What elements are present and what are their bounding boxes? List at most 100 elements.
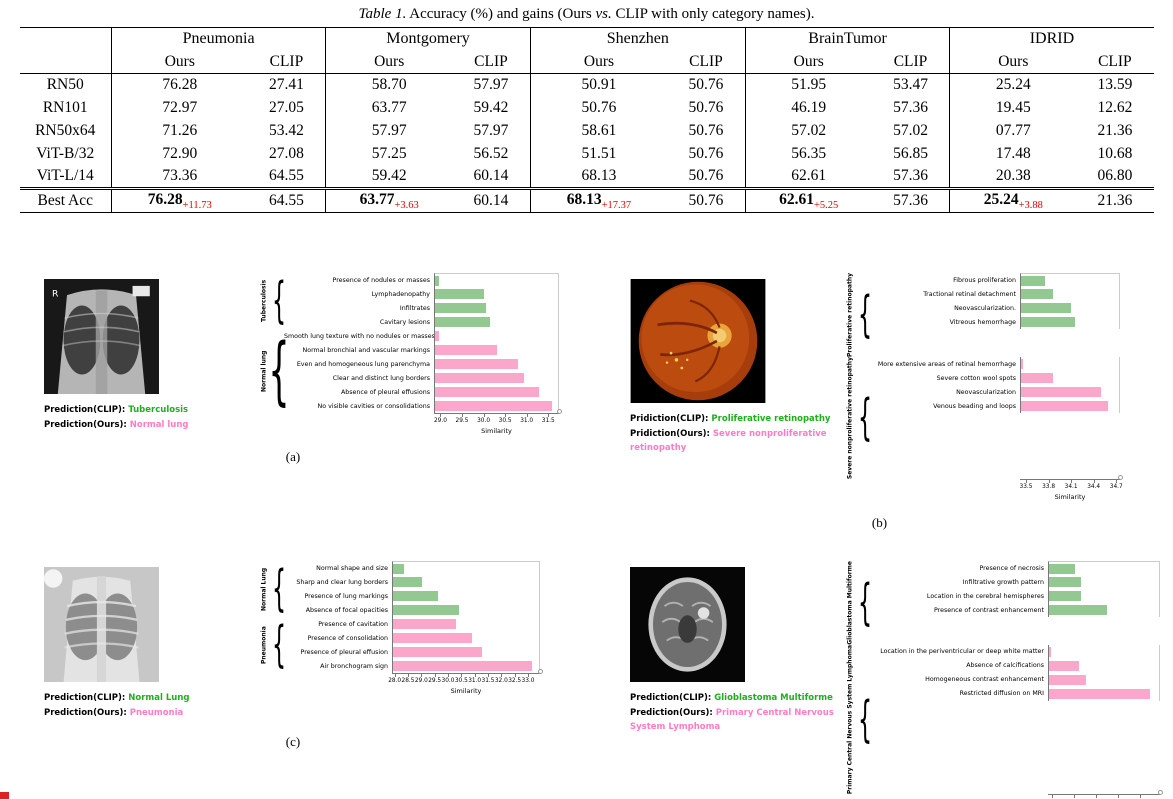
similarity-bar: [1049, 660, 1080, 671]
similarity-bar: [393, 647, 483, 658]
similarity-bar: [1049, 577, 1082, 588]
bar-row: Even and homogeneous lung parenchyma: [284, 357, 559, 372]
tick-label: 30.5: [498, 417, 512, 424]
bar-zone: [392, 659, 540, 674]
bar-zone: [434, 357, 559, 372]
accuracy-cell: 51.95: [744, 73, 872, 97]
table-caption-vs: vs.: [595, 6, 612, 22]
tick-label: 31.0: [468, 677, 482, 684]
similarity-bar: [393, 619, 457, 630]
accuracy-cell: 50.76: [688, 99, 724, 116]
accuracy-cell: 50.76: [529, 96, 668, 120]
best-acc-value: 25.24: [983, 191, 1019, 208]
x-axis-label: Similarity: [450, 687, 482, 696]
bar-zone: [1020, 399, 1120, 414]
accuracy-cell: 27.41: [268, 76, 304, 94]
bar-row: More extensive areas of retinal hemorrha…: [870, 357, 1120, 372]
bar-zone: [1020, 287, 1120, 302]
similarity-bar: [1049, 563, 1075, 574]
accuracy-cell: 59.42: [473, 99, 509, 116]
similarity-bar: [1049, 646, 1052, 657]
accuracy-cell: 57.02: [744, 119, 872, 143]
bar-zone: [434, 329, 559, 344]
bar-zone: [434, 343, 559, 358]
similarity-bar: [1021, 275, 1046, 286]
bar-row: Smooth lung texture with no nodules or m…: [284, 329, 559, 344]
tick-mark: [1140, 795, 1142, 799]
bar-row: Location in the periventricular or deep …: [870, 644, 1160, 659]
best-acc-cell: 62.61+5.25: [744, 186, 872, 214]
similarity-bar: [1021, 387, 1101, 398]
best-acc-cell: 57.36: [871, 186, 950, 214]
group-brace: {: [271, 559, 287, 618]
figure-left-b: Pridiction(CLIP): Proliferative retinopa…: [630, 279, 836, 455]
prediction-line: Pridiction(CLIP): Proliferative retinopa…: [630, 412, 836, 426]
predictions: Prediction(CLIP): Tuberculosis Prediction…: [44, 403, 250, 432]
similarity-bar: [393, 591, 438, 602]
model-name: RN50: [46, 76, 84, 94]
bar-label: Absence of focal opacities: [305, 606, 388, 614]
bar-row: Venous beading and loops: [870, 399, 1120, 414]
bar-label: Venous beading and loops: [933, 402, 1016, 410]
gain-value: +11.73: [182, 200, 212, 212]
x-axis-label: Similarity: [1054, 493, 1086, 502]
plot-corner-circle: [538, 669, 543, 675]
accuracy-cell: 27.05: [268, 99, 304, 116]
bar-label: Absence of pleural effusions: [340, 388, 430, 396]
table-caption-number: Table 1.: [358, 6, 407, 22]
accuracy-cell: 56.52: [473, 145, 509, 162]
bar-row: Absence of focal opacities: [284, 603, 540, 618]
similarity-bar: [393, 633, 472, 644]
tick-mark: [1074, 795, 1076, 799]
bar-zone: [1020, 315, 1120, 330]
group-brace: {: [857, 285, 873, 344]
similarity-bar: [1021, 401, 1108, 412]
accuracy-cell: 76.28: [110, 73, 248, 97]
tick-mark: [474, 674, 476, 678]
bar-label: Cavitary lesions: [379, 318, 430, 326]
accuracy-cell: 50.76: [688, 122, 724, 139]
tick-mark: [528, 674, 529, 678]
child-chest-xray-image: [44, 567, 159, 683]
prediction-value: Tuberculosis: [125, 405, 189, 416]
tick-mark: [408, 674, 409, 678]
accuracy-cell: 72.97: [110, 96, 248, 120]
accuracy-cell: 73.36: [110, 165, 248, 189]
figure-caption: (a): [285, 449, 301, 465]
bar-label: Presence of nodules or masses: [332, 276, 430, 284]
tick-label: 32.0: [494, 677, 508, 684]
similarity-bar: [1049, 674, 1086, 685]
gain-value: +3.88: [1018, 200, 1043, 212]
best-acc-cell: 50.76: [667, 186, 746, 214]
predictions: Pridiction(CLIP): Proliferative retinopa…: [630, 412, 836, 455]
bar-zone: [1020, 371, 1120, 386]
bar-zone: [434, 301, 559, 316]
bar-row: Lymphadenopathy: [284, 287, 559, 302]
bar-label: Tractional retinal detachment: [923, 290, 1016, 298]
similarity-bar: [393, 577, 422, 588]
bar-zone: [1020, 357, 1120, 372]
group-rows: More extensive areas of retinal hemorrha…: [870, 357, 1120, 479]
bar-zone: [1048, 672, 1160, 687]
figure-main-a: R Prediction(CLIP): Tuberculosis Predictio…: [0, 271, 586, 435]
fundus-image: [630, 279, 766, 404]
best-acc-value: 57.36: [893, 192, 928, 210]
subheader-empty-cell: [19, 50, 112, 74]
bar-zone: [434, 385, 559, 400]
prediction-value: Glioblastoma Multiforme: [711, 693, 833, 704]
best-acc-value: 60.14: [473, 192, 509, 210]
figure-caption: (c): [285, 734, 301, 750]
similarity-chart-d: Glioblastoma Multiforme{Presence of necr…: [842, 561, 1163, 799]
bar-label: Restricted diffusion on MRI: [959, 690, 1044, 698]
bar-label: More extensive areas of retinal hemorrha…: [877, 360, 1016, 368]
chart-group: Normal Lung{Normal shape and size Sharp a…: [256, 559, 540, 618]
bar-row: Presence of cavitation: [284, 617, 540, 632]
accuracy-cell: 56.85: [893, 145, 928, 162]
model-name: ViT-B/32: [36, 145, 95, 162]
tick-mark: [1048, 480, 1050, 484]
bar-zone: [1020, 385, 1120, 400]
bar-row: Sharp and clear lung borders: [284, 575, 540, 590]
accuracy-cell: 07.77: [949, 119, 1077, 143]
tick-label: 30.0: [477, 417, 491, 424]
